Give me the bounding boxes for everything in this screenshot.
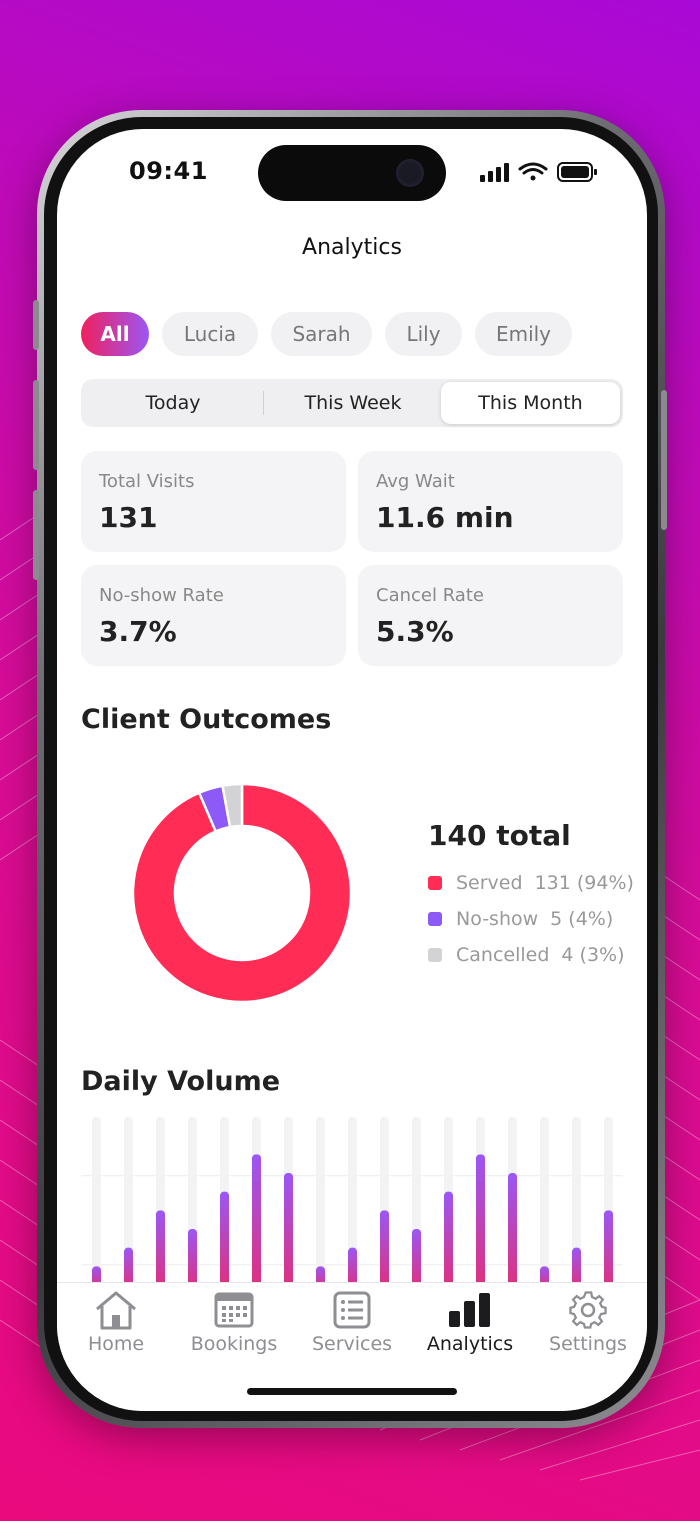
list-icon [333, 1291, 371, 1329]
bar-track [124, 1117, 133, 1285]
status-icons [480, 162, 597, 182]
camera-icon [396, 159, 424, 187]
segment-divider [263, 391, 264, 415]
tab-label: Home [87, 1333, 145, 1355]
period-segmented-control: Today This Week This Month [81, 379, 623, 427]
bar-track [572, 1117, 581, 1285]
tab-label: Services [311, 1333, 393, 1355]
donut-slice-cancelled [221, 784, 244, 829]
segment-this-week[interactable]: This Week [304, 392, 402, 414]
legend-name: Served [456, 872, 523, 894]
segment-this-month[interactable]: This Month [441, 382, 620, 424]
bar-track [348, 1117, 357, 1285]
volume-bar-17 [604, 1210, 613, 1285]
dynamic-island [258, 145, 446, 201]
signal-icon [480, 163, 509, 182]
volume-bar-3 [156, 1210, 165, 1285]
volume-bar-4 [188, 1229, 197, 1285]
filter-chip-sarah[interactable]: Sarah [271, 312, 372, 356]
legend-value: 4 (3%) [561, 944, 625, 966]
volume-bar-1 [92, 1266, 101, 1285]
tab-analytics[interactable]: Analytics [411, 1283, 529, 1363]
tab-label: Settings [549, 1333, 627, 1355]
volume-bar-15 [540, 1266, 549, 1285]
legend-swatch [428, 876, 442, 890]
stat-card-no-show-rate: No-show Rate 3.7% [81, 565, 346, 666]
tab-home[interactable]: Home [57, 1283, 175, 1363]
filter-chip-lucia[interactable]: Lucia [162, 312, 258, 356]
legend-value: 131 (94%) [534, 872, 634, 894]
stat-value: 11.6 min [376, 501, 514, 534]
filter-chip-emily[interactable]: Emily [475, 312, 572, 356]
donut-slice-served [133, 784, 351, 1002]
stat-label: Total Visits [99, 471, 195, 492]
legend-swatch [428, 948, 442, 962]
stat-label: Cancel Rate [376, 585, 484, 606]
bar-chart-icon [449, 1293, 490, 1327]
volume-bar-14 [508, 1173, 517, 1285]
battery-icon [557, 162, 597, 182]
tab-services[interactable]: Services [293, 1283, 411, 1363]
wifi-icon [518, 162, 548, 181]
page-title: Analytics [302, 235, 402, 260]
volume-down-button [33, 490, 39, 580]
legend-item-no-show: No-show 5 (4%) [428, 906, 613, 932]
stat-value: 5.3% [376, 615, 454, 648]
stat-label: Avg Wait [376, 471, 455, 492]
bar-track [316, 1117, 325, 1285]
volume-bar-6 [252, 1154, 261, 1285]
section-title-client-outcomes: Client Outcomes [81, 704, 332, 735]
tab-bookings[interactable]: Bookings [175, 1283, 293, 1363]
volume-bar-8 [316, 1266, 325, 1285]
staff-filter-chips: All Lucia Sarah Lily Emily [81, 312, 572, 356]
tab-settings[interactable]: Settings [529, 1283, 647, 1363]
legend-name: No-show [456, 908, 539, 930]
stat-card-avg-wait: Avg Wait 11.6 min [358, 451, 623, 552]
section-title-daily-volume: Daily Volume [81, 1066, 281, 1097]
volume-bar-13 [476, 1154, 485, 1285]
bar-track [92, 1117, 101, 1285]
legend-value: 5 (4%) [550, 908, 614, 930]
stat-label: No-show Rate [99, 585, 224, 606]
volume-bar-11 [412, 1229, 421, 1285]
legend-item-cancelled: Cancelled 4 (3%) [428, 942, 625, 968]
tab-label: Bookings [190, 1333, 278, 1355]
outcomes-total: 140 total [428, 819, 571, 852]
volume-bar-16 [572, 1247, 581, 1285]
volume-up-button [33, 380, 39, 470]
outcomes-donut-chart [133, 784, 351, 1002]
filter-chip-all[interactable]: All [81, 312, 149, 356]
volume-bar-12 [444, 1191, 453, 1285]
stat-value: 131 [99, 501, 158, 534]
legend-swatch [428, 912, 442, 926]
calendar-icon [214, 1292, 254, 1328]
segment-today[interactable]: Today [145, 392, 201, 414]
house-icon [96, 1291, 136, 1330]
action-button [33, 300, 39, 350]
tab-label: Analytics [426, 1333, 514, 1355]
status-time: 09:41 [129, 157, 208, 185]
stat-card-total-visits: Total Visits 131 [81, 451, 346, 552]
stat-card-cancel-rate: Cancel Rate 5.3% [358, 565, 623, 666]
app-screen: 09:41 Analytics All Lucia Sarah Lily Emi… [57, 129, 647, 1411]
power-button [661, 390, 667, 530]
home-indicator [247, 1388, 457, 1395]
daily-volume-bar-chart [81, 1117, 623, 1285]
volume-bar-2 [124, 1247, 133, 1285]
legend-item-served: Served 131 (94%) [428, 870, 634, 896]
volume-bar-5 [220, 1191, 229, 1285]
stat-value: 3.7% [99, 615, 177, 648]
volume-bar-10 [380, 1210, 389, 1285]
volume-bar-7 [284, 1173, 293, 1285]
filter-chip-lily[interactable]: Lily [385, 312, 462, 356]
volume-bar-9 [348, 1247, 357, 1285]
bar-track [540, 1117, 549, 1285]
gear-icon [569, 1291, 607, 1329]
legend-name: Cancelled [456, 944, 550, 966]
